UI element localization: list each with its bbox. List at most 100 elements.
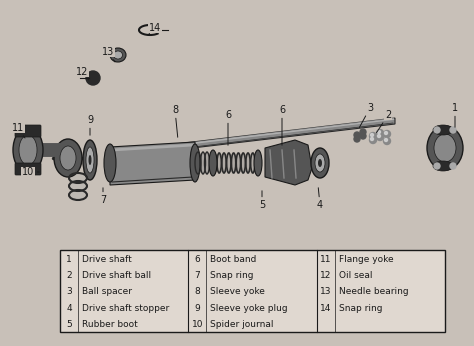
Text: Snap ring: Snap ring xyxy=(210,271,254,280)
Ellipse shape xyxy=(113,51,122,59)
Circle shape xyxy=(376,129,383,137)
Text: Oil seal: Oil seal xyxy=(338,271,372,280)
Text: 1: 1 xyxy=(66,255,72,264)
Ellipse shape xyxy=(241,153,246,173)
FancyBboxPatch shape xyxy=(15,163,41,175)
Text: 3: 3 xyxy=(359,103,373,128)
Text: Snap ring: Snap ring xyxy=(338,304,382,313)
Circle shape xyxy=(376,134,383,140)
Ellipse shape xyxy=(433,161,453,171)
Text: 11: 11 xyxy=(12,123,25,138)
Circle shape xyxy=(371,134,374,137)
Ellipse shape xyxy=(246,153,250,173)
Circle shape xyxy=(384,131,388,135)
Text: 12: 12 xyxy=(320,271,331,280)
Ellipse shape xyxy=(434,134,456,162)
Text: 5: 5 xyxy=(259,191,265,210)
Text: 8: 8 xyxy=(172,105,178,137)
Text: 6: 6 xyxy=(225,110,231,145)
Circle shape xyxy=(377,135,381,137)
Ellipse shape xyxy=(195,152,201,174)
Text: 9: 9 xyxy=(194,304,200,313)
Text: 6: 6 xyxy=(194,255,200,264)
Ellipse shape xyxy=(104,144,116,182)
Circle shape xyxy=(450,163,456,169)
Text: Sleeve yoke plug: Sleeve yoke plug xyxy=(210,304,288,313)
Ellipse shape xyxy=(251,153,255,173)
Text: 10: 10 xyxy=(191,320,203,329)
Text: 12: 12 xyxy=(76,67,88,80)
Ellipse shape xyxy=(60,146,76,170)
Text: Needle bearing: Needle bearing xyxy=(338,287,408,296)
Circle shape xyxy=(354,136,360,142)
Ellipse shape xyxy=(19,135,37,165)
Text: 7: 7 xyxy=(194,271,200,280)
Text: Rubber boot: Rubber boot xyxy=(82,320,138,329)
Text: 2: 2 xyxy=(66,271,72,280)
Ellipse shape xyxy=(83,140,97,180)
Text: Drive shaft: Drive shaft xyxy=(82,255,132,264)
Text: 2: 2 xyxy=(376,110,391,133)
Ellipse shape xyxy=(231,153,236,173)
Ellipse shape xyxy=(69,190,87,200)
Ellipse shape xyxy=(69,181,87,191)
Circle shape xyxy=(354,132,360,138)
Ellipse shape xyxy=(433,125,453,135)
Circle shape xyxy=(434,163,440,169)
Ellipse shape xyxy=(54,139,82,177)
Polygon shape xyxy=(108,118,395,158)
Text: Ball spacer: Ball spacer xyxy=(82,287,132,296)
Ellipse shape xyxy=(427,126,463,170)
Text: Sleeve yoke: Sleeve yoke xyxy=(210,287,265,296)
Text: 7: 7 xyxy=(100,188,106,205)
Ellipse shape xyxy=(190,144,200,182)
FancyBboxPatch shape xyxy=(15,125,41,137)
Ellipse shape xyxy=(217,153,221,173)
Text: 13: 13 xyxy=(320,287,331,296)
Text: Flange yoke: Flange yoke xyxy=(338,255,393,264)
Circle shape xyxy=(383,137,391,145)
Ellipse shape xyxy=(86,147,94,173)
Text: 4: 4 xyxy=(66,304,72,313)
Circle shape xyxy=(434,127,440,133)
Text: 6: 6 xyxy=(279,105,285,145)
Bar xyxy=(60,250,445,332)
Text: 14: 14 xyxy=(148,23,161,35)
Circle shape xyxy=(371,137,374,140)
Text: Drive shaft stopper: Drive shaft stopper xyxy=(82,304,169,313)
Ellipse shape xyxy=(110,48,126,62)
Circle shape xyxy=(360,129,366,135)
Text: Spider journal: Spider journal xyxy=(210,320,274,329)
Text: 1: 1 xyxy=(452,103,458,127)
Text: Boot band: Boot band xyxy=(210,255,257,264)
Ellipse shape xyxy=(227,153,231,173)
Ellipse shape xyxy=(209,150,217,176)
Ellipse shape xyxy=(318,159,322,167)
Text: 11: 11 xyxy=(320,255,331,264)
Text: Drive shaft ball: Drive shaft ball xyxy=(82,271,151,280)
Ellipse shape xyxy=(13,127,43,173)
Ellipse shape xyxy=(204,152,210,174)
Circle shape xyxy=(86,71,100,85)
Ellipse shape xyxy=(255,153,260,173)
Circle shape xyxy=(370,137,376,144)
Ellipse shape xyxy=(222,153,226,173)
Circle shape xyxy=(450,127,456,133)
Ellipse shape xyxy=(89,155,91,165)
Text: 13: 13 xyxy=(102,47,115,62)
Ellipse shape xyxy=(254,150,262,176)
Circle shape xyxy=(360,133,366,139)
Ellipse shape xyxy=(201,152,206,174)
Text: 4: 4 xyxy=(317,188,323,210)
Polygon shape xyxy=(265,140,312,185)
Ellipse shape xyxy=(212,153,217,173)
Text: 10: 10 xyxy=(22,167,39,177)
Ellipse shape xyxy=(311,148,329,178)
Text: 3: 3 xyxy=(66,287,72,296)
Ellipse shape xyxy=(315,154,325,172)
Text: 8: 8 xyxy=(194,287,200,296)
Ellipse shape xyxy=(69,173,87,183)
Circle shape xyxy=(384,138,388,142)
Circle shape xyxy=(377,130,381,134)
Text: 9: 9 xyxy=(87,115,93,135)
